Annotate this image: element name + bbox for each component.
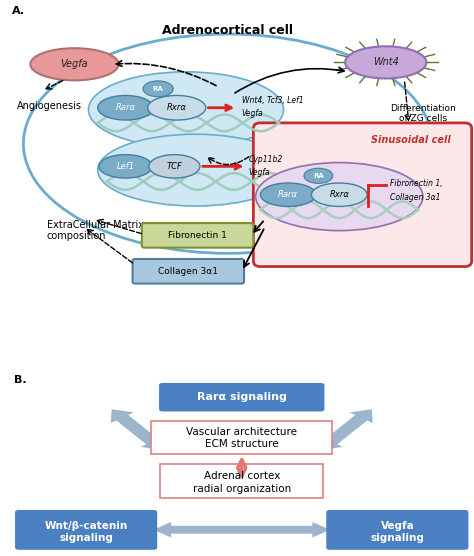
Text: Fibronectin 1,: Fibronectin 1, [391, 179, 443, 188]
Text: Adrenal cortex: Adrenal cortex [203, 471, 280, 481]
FancyBboxPatch shape [159, 383, 324, 411]
Text: Wnt4, Tcf3, Lef1: Wnt4, Tcf3, Lef1 [242, 96, 303, 105]
Ellipse shape [89, 72, 283, 147]
Text: RA: RA [153, 86, 164, 92]
FancyBboxPatch shape [151, 420, 332, 454]
Text: Rxrα: Rxrα [167, 103, 187, 112]
Text: RA: RA [313, 173, 324, 179]
Ellipse shape [98, 96, 154, 120]
Polygon shape [154, 522, 330, 538]
Text: Collagen 3α1: Collagen 3α1 [391, 193, 441, 202]
Text: Wnt4: Wnt4 [373, 57, 399, 67]
Text: B.: B. [14, 375, 27, 385]
FancyBboxPatch shape [253, 123, 472, 266]
Text: Rarα: Rarα [116, 103, 136, 112]
Text: signaling: signaling [59, 533, 113, 543]
Ellipse shape [304, 168, 333, 183]
Text: Fibronectin 1: Fibronectin 1 [168, 231, 227, 240]
Ellipse shape [260, 183, 316, 206]
Text: A.: A. [12, 6, 25, 16]
Text: Vegfa: Vegfa [61, 59, 88, 70]
Ellipse shape [149, 155, 200, 178]
Text: ExtraCellular Matrix
composition: ExtraCellular Matrix composition [46, 220, 144, 241]
Text: Vegfa: Vegfa [242, 109, 264, 118]
FancyBboxPatch shape [142, 223, 253, 247]
FancyBboxPatch shape [160, 464, 323, 498]
Text: Rarα: Rarα [278, 190, 298, 199]
Text: ECM structure: ECM structure [205, 439, 279, 449]
Text: Lef1: Lef1 [117, 162, 135, 171]
Ellipse shape [345, 46, 427, 78]
Ellipse shape [255, 162, 423, 231]
Polygon shape [111, 409, 164, 450]
Text: Cyp11b2: Cyp11b2 [249, 155, 283, 164]
Ellipse shape [30, 48, 118, 80]
Text: radial organization: radial organization [192, 484, 291, 494]
Text: Collagen 3α1: Collagen 3α1 [158, 267, 219, 276]
FancyBboxPatch shape [326, 510, 468, 550]
Text: signaling: signaling [370, 533, 424, 543]
Text: Wnt/β-catenin: Wnt/β-catenin [45, 520, 128, 530]
Text: Vascular architecture: Vascular architecture [186, 428, 297, 438]
Text: TCF: TCF [166, 162, 182, 171]
FancyBboxPatch shape [133, 259, 244, 284]
Text: Angiogenesis: Angiogenesis [17, 101, 82, 111]
Text: Differentiation
of ZG cells: Differentiation of ZG cells [390, 104, 456, 123]
Text: Rxrα: Rxrα [329, 190, 349, 199]
Ellipse shape [98, 134, 293, 206]
Polygon shape [320, 409, 373, 450]
Ellipse shape [311, 183, 367, 206]
Ellipse shape [143, 81, 173, 97]
Ellipse shape [148, 96, 206, 120]
Text: Vegfa: Vegfa [381, 520, 414, 530]
Text: Adrenocortical cell: Adrenocortical cell [162, 24, 293, 37]
Text: Sinusoidal cell: Sinusoidal cell [371, 135, 451, 145]
Text: Rarα signaling: Rarα signaling [197, 392, 287, 402]
FancyBboxPatch shape [15, 510, 157, 550]
Text: Vegfa: Vegfa [249, 167, 270, 176]
Ellipse shape [99, 155, 152, 178]
